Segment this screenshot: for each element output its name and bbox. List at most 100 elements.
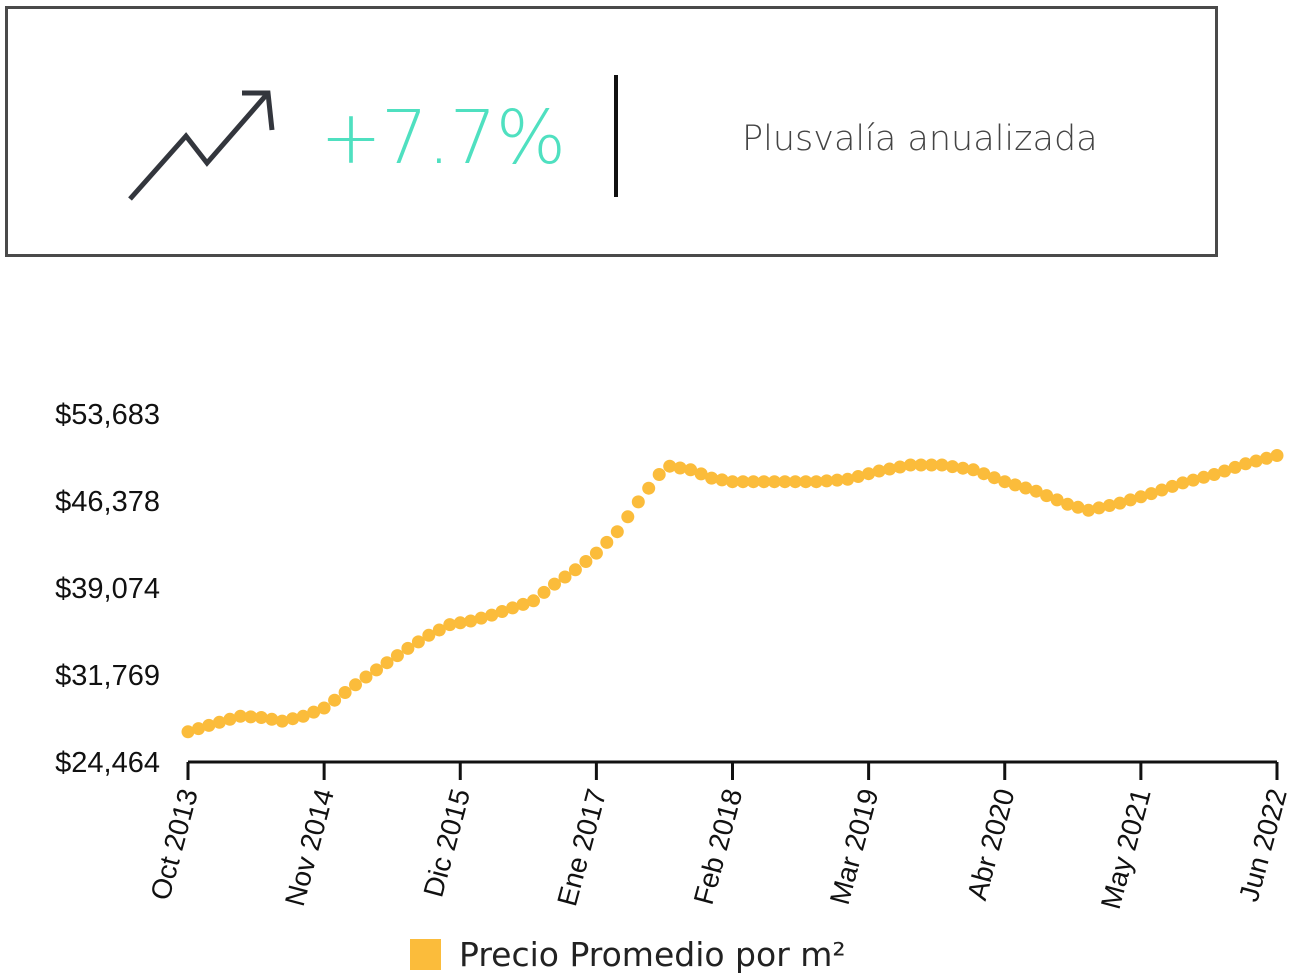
- y-axis: $24,464 $31,769 $39,074 $46,378 $53,683: [55, 399, 160, 779]
- data-point: [1165, 479, 1179, 493]
- data-point: [757, 475, 771, 489]
- data-point: [956, 461, 970, 475]
- series-precio-promedio: [181, 449, 1284, 739]
- data-point: [841, 472, 855, 486]
- trending-up-icon: [128, 90, 275, 201]
- data-point: [579, 555, 593, 568]
- data-point: [192, 722, 205, 736]
- data-point: [1249, 454, 1263, 468]
- data-point: [223, 712, 237, 726]
- data-point: [286, 712, 300, 726]
- data-point: [548, 577, 561, 591]
- data-point: [1050, 493, 1064, 507]
- data-point: [705, 471, 719, 485]
- data-point: [966, 463, 980, 477]
- data-point: [328, 693, 342, 707]
- x-tick-label: Jun 2022: [1233, 786, 1293, 905]
- y-tick-label: $46,378: [55, 486, 160, 518]
- data-point: [401, 641, 415, 655]
- data-point: [778, 475, 792, 489]
- data-point: [1207, 468, 1221, 481]
- data-point: [893, 460, 907, 474]
- data-point: [443, 618, 457, 632]
- data-point: [558, 570, 572, 584]
- kpi-divider: [614, 75, 618, 197]
- data-point: [338, 686, 352, 699]
- data-point: [726, 475, 739, 489]
- y-tick-label: $53,683: [55, 399, 160, 431]
- data-point: [799, 475, 813, 489]
- data-point: [1092, 501, 1106, 515]
- data-point: [390, 649, 404, 663]
- data-point: [474, 611, 488, 625]
- data-point: [1197, 470, 1211, 484]
- data-point: [380, 656, 394, 670]
- data-point: [411, 635, 425, 649]
- data-point: [1019, 481, 1033, 495]
- y-tick-label: $39,074: [55, 573, 160, 605]
- chart-legend: Precio Promedio por m²: [410, 935, 846, 974]
- data-point: [1144, 487, 1158, 501]
- data-point: [788, 475, 802, 489]
- data-point: [589, 546, 603, 560]
- data-point: [809, 475, 823, 489]
- data-point: [610, 525, 624, 539]
- y-tick-label: $31,769: [55, 660, 160, 692]
- data-point: [1270, 449, 1284, 462]
- data-point: [453, 616, 467, 630]
- data-point: [673, 461, 687, 475]
- data-point: [181, 725, 195, 739]
- kpi-value: +7.7%: [320, 95, 566, 181]
- x-tick-label: Ene 2017: [551, 786, 612, 910]
- data-point: [212, 715, 226, 729]
- data-point: [202, 718, 216, 732]
- data-point: [516, 597, 530, 611]
- data-point: [715, 473, 729, 487]
- data-point: [820, 474, 834, 488]
- x-tick-label: Feb 2018: [688, 786, 749, 908]
- kpi-label: Plusvalía anualizada: [742, 119, 1098, 159]
- data-point: [349, 678, 362, 692]
- data-point: [746, 475, 760, 489]
- data-point: [925, 458, 938, 472]
- legend-swatch: [410, 939, 441, 970]
- data-point: [1061, 497, 1075, 511]
- data-point: [485, 608, 499, 622]
- data-point: [506, 601, 520, 615]
- data-point: [642, 481, 656, 495]
- data-point: [1071, 500, 1085, 514]
- data-point: [600, 535, 614, 549]
- data-point: [1239, 457, 1253, 471]
- data-point: [1082, 503, 1095, 517]
- data-point: [1113, 496, 1127, 510]
- data-point: [527, 594, 540, 608]
- data-point: [464, 614, 478, 628]
- data-point: [1103, 499, 1116, 512]
- data-point: [495, 605, 509, 618]
- data-point: [254, 711, 268, 724]
- data-point: [851, 470, 865, 483]
- price-line-chart: $24,464 $31,769 $39,074 $46,378 $53,683 Oct …: [55, 399, 1293, 912]
- data-point: [998, 475, 1012, 489]
- data-point: [830, 473, 844, 487]
- x-tick-label: Abr 2020: [961, 786, 1020, 904]
- data-point: [1029, 484, 1043, 498]
- data-point: [370, 663, 383, 677]
- x-tick-label: Oct 2013: [144, 786, 203, 904]
- x-tick-label: Nov 2014: [279, 786, 340, 910]
- x-axis: Oct 2013 Nov 2014 Dic 2015 Ene 2017 Feb 2018…: [144, 760, 1293, 912]
- x-tick-label: Mar 2019: [824, 786, 885, 908]
- data-point: [663, 459, 677, 473]
- data-point: [872, 464, 886, 478]
- data-point: [904, 458, 917, 472]
- data-point: [652, 468, 666, 481]
- data-point: [1040, 489, 1054, 503]
- data-point: [914, 458, 928, 472]
- data-point: [1228, 460, 1242, 474]
- data-point: [359, 670, 373, 684]
- data-point: [265, 712, 279, 726]
- y-tick-label: $24,464: [55, 747, 160, 779]
- data-point: [1123, 493, 1137, 507]
- data-point: [432, 623, 446, 637]
- data-point: [275, 714, 289, 728]
